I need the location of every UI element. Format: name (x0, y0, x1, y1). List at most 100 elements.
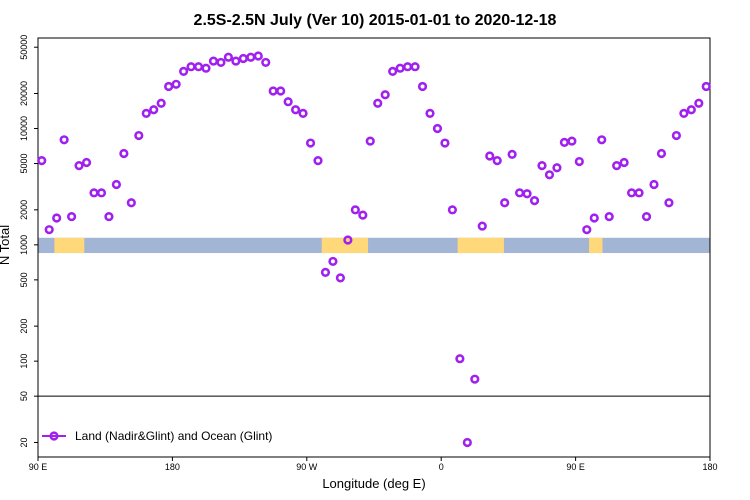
land-ocean-band (38, 237, 710, 254)
y-tick-label: 2000 (19, 200, 29, 220)
data-point (223, 52, 233, 62)
data-point (149, 105, 159, 115)
data-point (104, 211, 114, 222)
data-point (238, 53, 248, 64)
data-point (350, 205, 360, 215)
x-tick-label: 0 (439, 462, 444, 472)
x-tick-label: 90 W (296, 462, 318, 472)
data-point (216, 57, 226, 68)
data-point (656, 148, 667, 159)
x-axis-label: Longitude (deg E) (322, 476, 425, 491)
data-point (686, 105, 696, 115)
data-point (500, 198, 510, 208)
data-point (671, 130, 682, 141)
data-series (37, 51, 711, 448)
data-point (134, 130, 144, 141)
data-point (246, 52, 256, 62)
y-tick-label: 200 (19, 319, 29, 334)
x-tick-label: 180 (165, 462, 180, 472)
data-point (537, 160, 547, 171)
data-point (589, 213, 599, 223)
x-tick-label: 180 (702, 462, 717, 472)
legend-marker (49, 431, 59, 441)
data-point (455, 354, 465, 364)
data-point (313, 155, 323, 166)
data-point (320, 267, 331, 277)
data-point (171, 79, 181, 89)
x-tick-label: 90 E (29, 462, 48, 472)
chart-title: 2.5S-2.5N July (Ver 10) 2015-01-01 to 20… (194, 12, 557, 29)
data-point (164, 81, 174, 92)
land-segment-2 (457, 237, 504, 254)
y-tick-label: 100 (19, 354, 29, 369)
data-point (52, 213, 62, 223)
data-point (574, 156, 584, 167)
data-point (403, 62, 413, 72)
data-point (193, 62, 204, 72)
data-point (283, 97, 293, 107)
y-tick-label: 20000 (19, 81, 29, 106)
data-point (335, 273, 346, 283)
plot-frame (37, 37, 711, 458)
land-segment-1 (321, 237, 369, 254)
data-point (582, 225, 592, 235)
y-tick-label: 50 (19, 391, 29, 401)
data-point (425, 108, 435, 118)
data-point (156, 98, 166, 108)
ocean-band (38, 237, 710, 254)
data-point (231, 56, 241, 66)
y-axis: 20 50 100 200 500 1000 2000 5000 10000 20000 50000 (19, 35, 38, 447)
y-tick-label: 500 (19, 272, 29, 287)
data-point (261, 57, 271, 68)
y-axis-label: N Total (0, 225, 12, 265)
data-point (634, 188, 644, 198)
data-point (89, 188, 99, 198)
data-point (373, 98, 383, 108)
data-point (305, 138, 316, 148)
data-point (37, 155, 47, 166)
data-point (470, 374, 480, 384)
data-point (358, 210, 368, 220)
data-point (119, 148, 129, 159)
data-point (514, 188, 525, 198)
y-tick-label: 20 (19, 437, 29, 447)
data-point (276, 86, 286, 96)
data-point (44, 225, 54, 235)
data-point (597, 135, 607, 145)
data-point (529, 196, 540, 206)
data-point (111, 179, 121, 190)
data-point (701, 81, 711, 92)
data-point (186, 62, 196, 72)
data-point (380, 90, 390, 100)
data-point (141, 108, 151, 118)
data-point (694, 98, 704, 108)
data-point (201, 63, 211, 73)
data-point (544, 170, 555, 180)
data-point (626, 188, 637, 198)
y-tick-label: 10000 (19, 116, 29, 141)
data-point (343, 235, 353, 245)
data-point (679, 108, 689, 118)
data-point (432, 123, 443, 134)
y-tick-label: 1000 (19, 235, 29, 255)
data-point (365, 136, 375, 146)
data-point (388, 66, 398, 76)
y-tick-label: 50000 (19, 35, 29, 60)
data-point (664, 198, 674, 208)
data-point (440, 138, 450, 148)
data-point (291, 105, 301, 115)
data-point (522, 189, 532, 199)
legend: Land (Nadir&Glint) and Ocean (Glint) (42, 429, 272, 443)
data-point (649, 179, 659, 190)
data-point (619, 157, 629, 168)
data-point (485, 151, 495, 161)
data-point (253, 51, 263, 61)
data-point (59, 135, 69, 145)
data-point (604, 211, 614, 222)
data-point (447, 205, 458, 215)
data-point (179, 66, 189, 76)
data-point (126, 198, 136, 208)
data-point (552, 163, 562, 173)
data-point (298, 108, 308, 118)
